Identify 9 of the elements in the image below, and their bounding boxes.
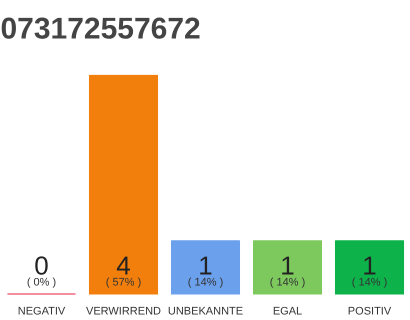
x-tick-label: EGAL — [272, 306, 302, 318]
x-tick-label: NEGATIV — [18, 306, 66, 318]
chart-title: 073172557672 — [0, 12, 201, 46]
data-label: ( 14% ) — [352, 276, 388, 288]
x-tick-label: VERWIRREND — [86, 306, 162, 318]
data-label: ( 14% ) — [270, 276, 306, 288]
data-label: ( 14% ) — [188, 276, 224, 288]
x-tick-label: POSITIV — [348, 306, 392, 318]
x-tick-label: UNBEKANNTE — [168, 306, 244, 318]
